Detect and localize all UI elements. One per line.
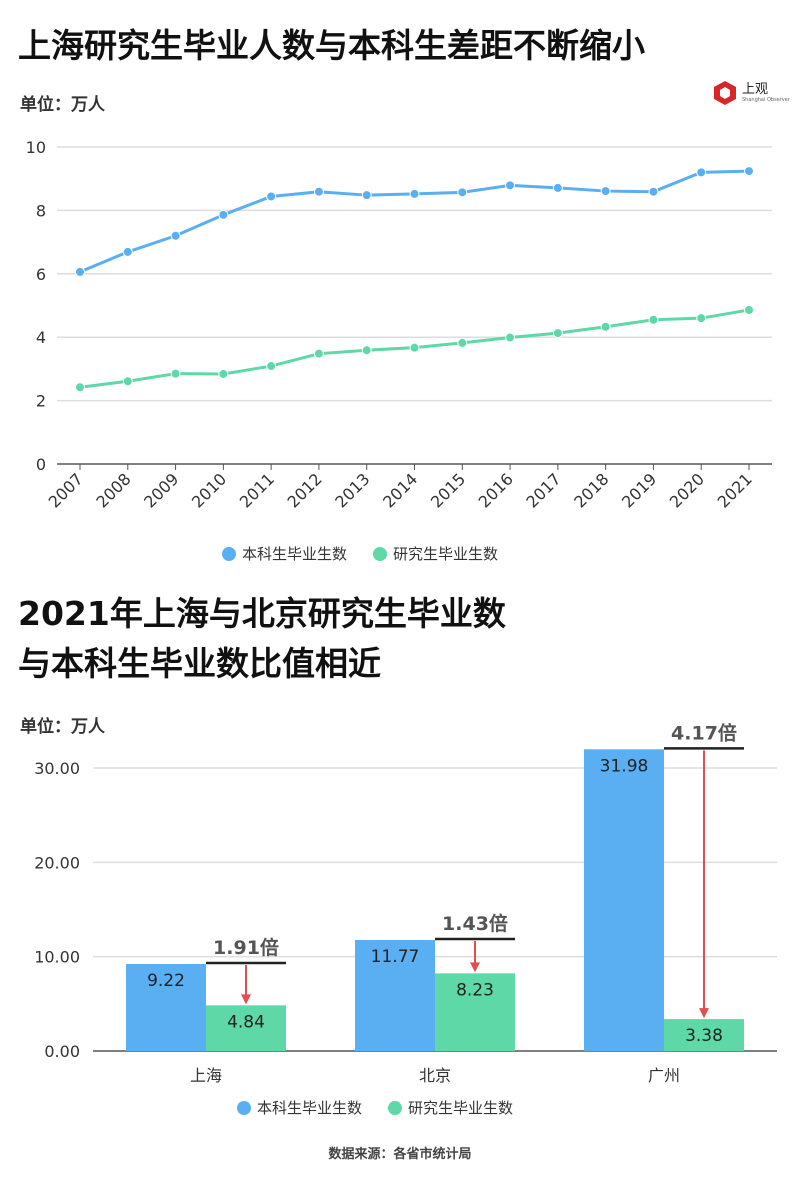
y-tick-label: 6 [36, 265, 46, 284]
bar-undergrad [126, 964, 206, 1051]
data-point [457, 187, 468, 198]
bar-grad [435, 973, 515, 1051]
legend-dot-icon [222, 547, 236, 561]
bar-value-label: 4.84 [227, 1012, 265, 1032]
legend-item-undergrad: 本科生毕业生数 [222, 543, 347, 564]
legend-label: 本科生毕业生数 [257, 1099, 363, 1117]
data-point [744, 166, 754, 177]
legend-item-grad: 研究生毕业生数 [388, 1097, 513, 1118]
bar-undergrad [584, 749, 664, 1051]
bar-undergrad [355, 939, 435, 1051]
data-point [744, 304, 754, 315]
data-point [266, 361, 277, 372]
legend-item-grad: 研究生毕业生数 [373, 543, 498, 564]
data-source: 数据来源：各省市统计局 [328, 1147, 472, 1162]
y-tick-label: 2 [36, 392, 46, 411]
bar-grad [664, 1019, 744, 1051]
x-tick-label: 北京 [419, 1066, 451, 1085]
y-tick-label: 4 [36, 328, 46, 347]
arrow-down-icon [699, 1008, 709, 1019]
legend-label: 研究生毕业生数 [408, 1099, 514, 1117]
ratio-label: 1.91倍 [213, 936, 279, 959]
data-point [218, 368, 229, 379]
data-point [600, 321, 611, 332]
data-point [122, 376, 133, 387]
data-point [313, 348, 324, 359]
legend-dot-icon [373, 547, 388, 561]
data-point [75, 266, 85, 277]
y-tick-label: 0.00 [44, 1042, 80, 1061]
data-point [75, 382, 85, 393]
y-tick-label: 20.00 [34, 853, 80, 872]
data-point [313, 186, 324, 197]
line-chart-legend: 本科生毕业生数 研究生毕业生数 [222, 543, 498, 564]
bar-value-label: 31.98 [600, 756, 649, 776]
data-point [648, 186, 659, 197]
data-point [409, 188, 420, 199]
data-point [409, 342, 420, 353]
data-point [552, 328, 563, 339]
y-tick-label: 30.00 [34, 759, 80, 778]
legend-dot-icon [388, 1101, 403, 1115]
legend-label: 本科生毕业生数 [242, 545, 348, 563]
arrow-down-icon [241, 994, 251, 1005]
bar-value-label: 9.22 [147, 971, 185, 991]
y-tick-label: 10 [26, 138, 46, 157]
bar-value-label: 3.38 [685, 1026, 723, 1046]
data-point [648, 314, 659, 325]
bar-chart-unit: 单位：万人 [20, 717, 105, 737]
legend-dot-icon [237, 1101, 251, 1115]
legend-item-undergrad: 本科生毕业生数 [237, 1097, 362, 1118]
x-tick-label: 广州 [648, 1066, 680, 1085]
ratio-label: 1.43倍 [442, 912, 508, 935]
logo-subtitle: Shanghai Observer [742, 97, 790, 103]
data-point [361, 345, 372, 356]
data-point [361, 190, 372, 201]
data-point [505, 332, 516, 343]
data-point [696, 313, 707, 324]
arrow-down-icon [470, 962, 480, 973]
bar-value-label: 11.77 [371, 947, 420, 967]
bar-chart-title-line2: 与本科生毕业数比值相近 [18, 644, 381, 683]
bar-value-label: 8.23 [456, 980, 494, 1000]
ratio-label: 4.17倍 [671, 721, 737, 744]
y-tick-label: 8 [36, 201, 46, 220]
line-chart-unit: 单位：万人 [20, 95, 105, 115]
data-point [122, 246, 133, 257]
y-tick-label: 10.00 [34, 948, 80, 967]
data-point [266, 191, 277, 202]
shanghai-observer-logo: 上观 Shanghai Observer [712, 80, 790, 106]
legend-label: 研究生毕业生数 [393, 545, 499, 563]
logo-name: 上观 [742, 82, 769, 97]
bar-chart-title-line1: 2021年上海与北京研究生毕业数 [18, 594, 506, 633]
data-point [170, 368, 181, 379]
logo-hexagon-icon [714, 81, 736, 105]
line-chart-title: 上海研究生毕业人数与本科生差距不断缩小 [18, 26, 645, 65]
data-point [696, 167, 707, 178]
data-point [170, 230, 181, 241]
data-point [218, 209, 229, 220]
data-point [505, 180, 516, 191]
data-point [600, 186, 611, 197]
data-point [552, 182, 563, 193]
bar-chart-legend: 本科生毕业生数 研究生毕业生数 [237, 1097, 513, 1118]
y-tick-label: 0 [36, 455, 46, 474]
bar-grad [206, 1005, 286, 1051]
x-tick-label: 上海 [190, 1066, 222, 1085]
data-point [457, 337, 468, 348]
